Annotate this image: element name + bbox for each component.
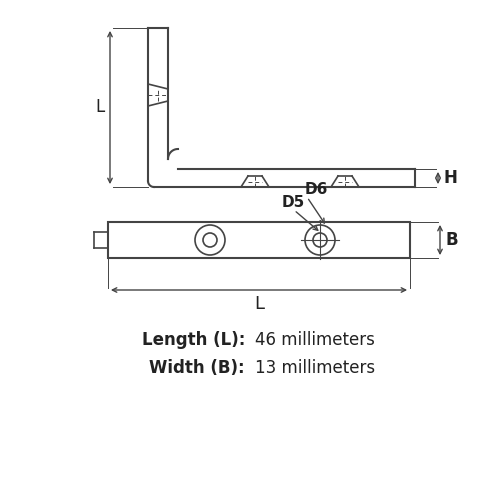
Text: D6: D6 <box>305 182 328 197</box>
Text: L: L <box>254 295 264 313</box>
Text: H: H <box>443 169 457 187</box>
Text: B: B <box>446 231 458 249</box>
Text: L: L <box>96 98 104 116</box>
Text: Length (L):: Length (L): <box>142 331 245 349</box>
Text: Width (B):: Width (B): <box>150 359 245 377</box>
Text: D5: D5 <box>282 195 305 210</box>
Text: 13 millimeters: 13 millimeters <box>255 359 375 377</box>
Bar <box>108 222 410 258</box>
Text: 46 millimeters: 46 millimeters <box>255 331 375 349</box>
